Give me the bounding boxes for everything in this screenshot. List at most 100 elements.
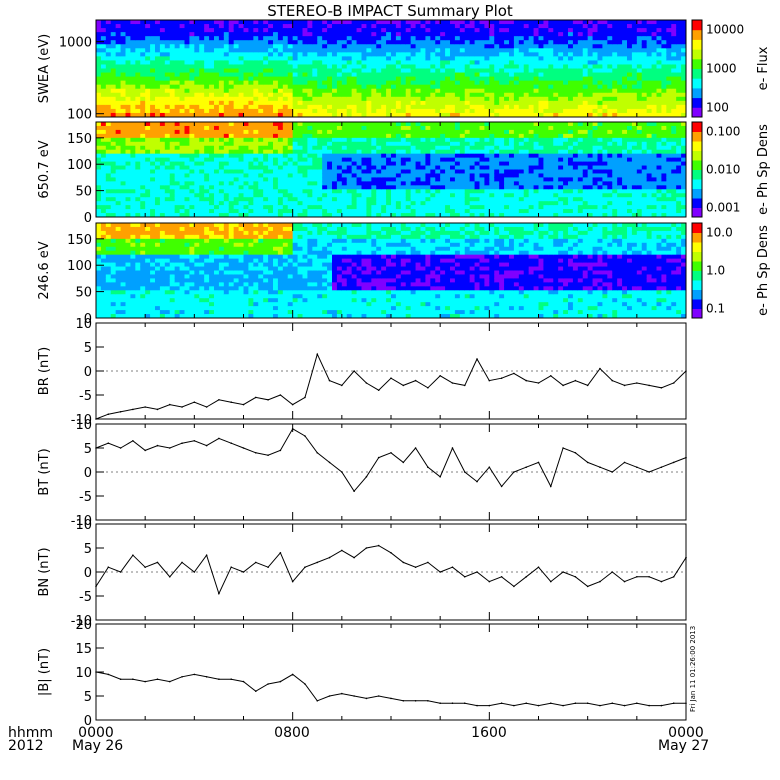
swea-heatmap-cell [597, 56, 604, 62]
swea-heatmap-cell [656, 84, 663, 90]
swea-heatmap-cell [464, 28, 471, 33]
swea-heatmap-cell [356, 60, 363, 66]
swea-heatmap-cell [346, 92, 353, 98]
swea-heatmap-cell [440, 88, 446, 94]
swea-heatmap-cell [297, 76, 304, 82]
swea-heatmap-cell [253, 96, 259, 102]
pad_650-heatmap-cell [484, 181, 490, 186]
pad_650-heatmap-cell [159, 213, 166, 217]
swea-heatmap-cell [440, 56, 446, 62]
pad_650-heatmap-cell [332, 209, 338, 214]
pad_650-heatmap-cell [454, 161, 461, 167]
swea-heatmap-cell [405, 36, 412, 41]
pad_650-heatmap-cell [214, 149, 220, 155]
swea-heatmap-cell [405, 48, 412, 53]
swea-heatmap-cell [400, 64, 407, 70]
swea-heatmap-cell [164, 96, 171, 102]
swea-heatmap-cell [381, 24, 387, 29]
pad_650-heatmap-cell [479, 145, 486, 151]
swea-heatmap-cell [499, 64, 505, 70]
swea-heatmap-cell [356, 52, 363, 57]
swea-heatmap-cell [361, 76, 368, 82]
pad_650-heatmap-cell [155, 177, 161, 182]
swea-heatmap-cell [622, 96, 628, 102]
swea-heatmap-cell [617, 28, 623, 33]
swea-heatmap-cell [120, 28, 127, 33]
pad_650-heatmap-cell [405, 133, 412, 139]
swea-heatmap-cell [228, 112, 235, 117]
swea-heatmap-cell [391, 60, 397, 66]
swea-heatmap-cell [248, 64, 254, 70]
pad_650-heatmap-cell [140, 165, 146, 171]
swea-heatmap-cell [199, 32, 205, 37]
swea-heatmap-cell [391, 112, 397, 117]
pad_650-heatmap-cell [204, 157, 210, 163]
swea-heatmap-cell [479, 76, 486, 82]
pad_650-heatmap-cell [223, 141, 230, 147]
swea-heatmap-cell [474, 112, 481, 117]
swea-heatmap-cell [115, 88, 122, 94]
swea-heatmap-cell [248, 104, 254, 110]
pad_650-heatmap-cell [100, 169, 107, 175]
swea-heatmap-cell [391, 88, 397, 94]
swea-heatmap-cell [528, 56, 535, 62]
swea-heatmap-cell [538, 96, 545, 102]
swea-heatmap-cell [174, 108, 181, 114]
pad_650-heatmap-cell [130, 201, 136, 206]
pad_650-heatmap-cell [351, 137, 358, 143]
swea-heatmap-cell [307, 56, 313, 62]
swea-heatmap-cell [577, 32, 584, 37]
pad_650-heatmap-cell [391, 177, 397, 182]
swea-heatmap-cell [150, 68, 156, 74]
swea-heatmap-cell [366, 100, 372, 106]
pad_650-heatmap-cell [513, 205, 520, 210]
swea-heatmap-cell [105, 64, 112, 70]
pad_650-heatmap-cell [410, 157, 417, 163]
swea-heatmap-cell [204, 24, 210, 29]
swea-heatmap-cell [577, 44, 584, 49]
swea-heatmap-cell [184, 72, 191, 78]
swea-heatmap-cell [130, 96, 136, 102]
swea-heatmap-cell [317, 44, 323, 49]
swea-heatmap-cell [410, 112, 417, 117]
pad_650-heatmap-cell [189, 169, 195, 175]
pad_650-heatmap-cell [494, 149, 500, 155]
swea-heatmap-cell [553, 60, 559, 66]
swea-heatmap-cell [612, 80, 618, 86]
swea-heatmap-cell [474, 84, 481, 90]
pad_650-heatmap-cell [410, 129, 417, 135]
pad_650-heatmap-cell [395, 197, 402, 202]
swea-heatmap-cell [317, 64, 323, 70]
pad_650-heatmap-cell [233, 137, 240, 143]
pad_650-heatmap-cell [155, 137, 161, 143]
pad_650-heatmap-cell [484, 125, 490, 131]
swea-heatmap-cell [307, 32, 313, 37]
pad_650-heatmap-cell [209, 193, 215, 198]
swea-heatmap-cell [661, 40, 667, 45]
swea-heatmap-cell [592, 104, 599, 110]
pad_650-heatmap-cell [194, 145, 200, 151]
swea-heatmap-cell [189, 72, 195, 78]
pad_650-heatmap-cell [209, 149, 215, 155]
pad_650-heatmap-cell [258, 145, 264, 151]
swea-heatmap-cell [351, 44, 358, 49]
swea-heatmap-cell [140, 88, 146, 94]
swea-heatmap-cell [494, 52, 500, 57]
pad_650-heatmap-cell [400, 181, 407, 186]
pad_650-heatmap-cell [371, 125, 377, 131]
swea-heatmap-cell [504, 100, 510, 106]
swea-heatmap-cell [405, 104, 412, 110]
swea-heatmap-cell [115, 84, 122, 90]
swea-heatmap-cell [671, 68, 677, 74]
pad_650-heatmap-cell [233, 149, 240, 155]
swea-heatmap-cell [381, 100, 387, 106]
swea-heatmap-cell [100, 100, 107, 106]
pad_650-heatmap-cell [395, 122, 402, 127]
swea-heatmap-cell [440, 104, 446, 110]
swea-heatmap-cell [100, 48, 107, 53]
swea-heatmap-cell [430, 48, 436, 53]
pad_650-heatmap-cell [115, 122, 122, 127]
swea-heatmap-cell [346, 40, 353, 45]
swea-heatmap-cell [371, 72, 377, 78]
swea-heatmap-cell [386, 108, 392, 114]
